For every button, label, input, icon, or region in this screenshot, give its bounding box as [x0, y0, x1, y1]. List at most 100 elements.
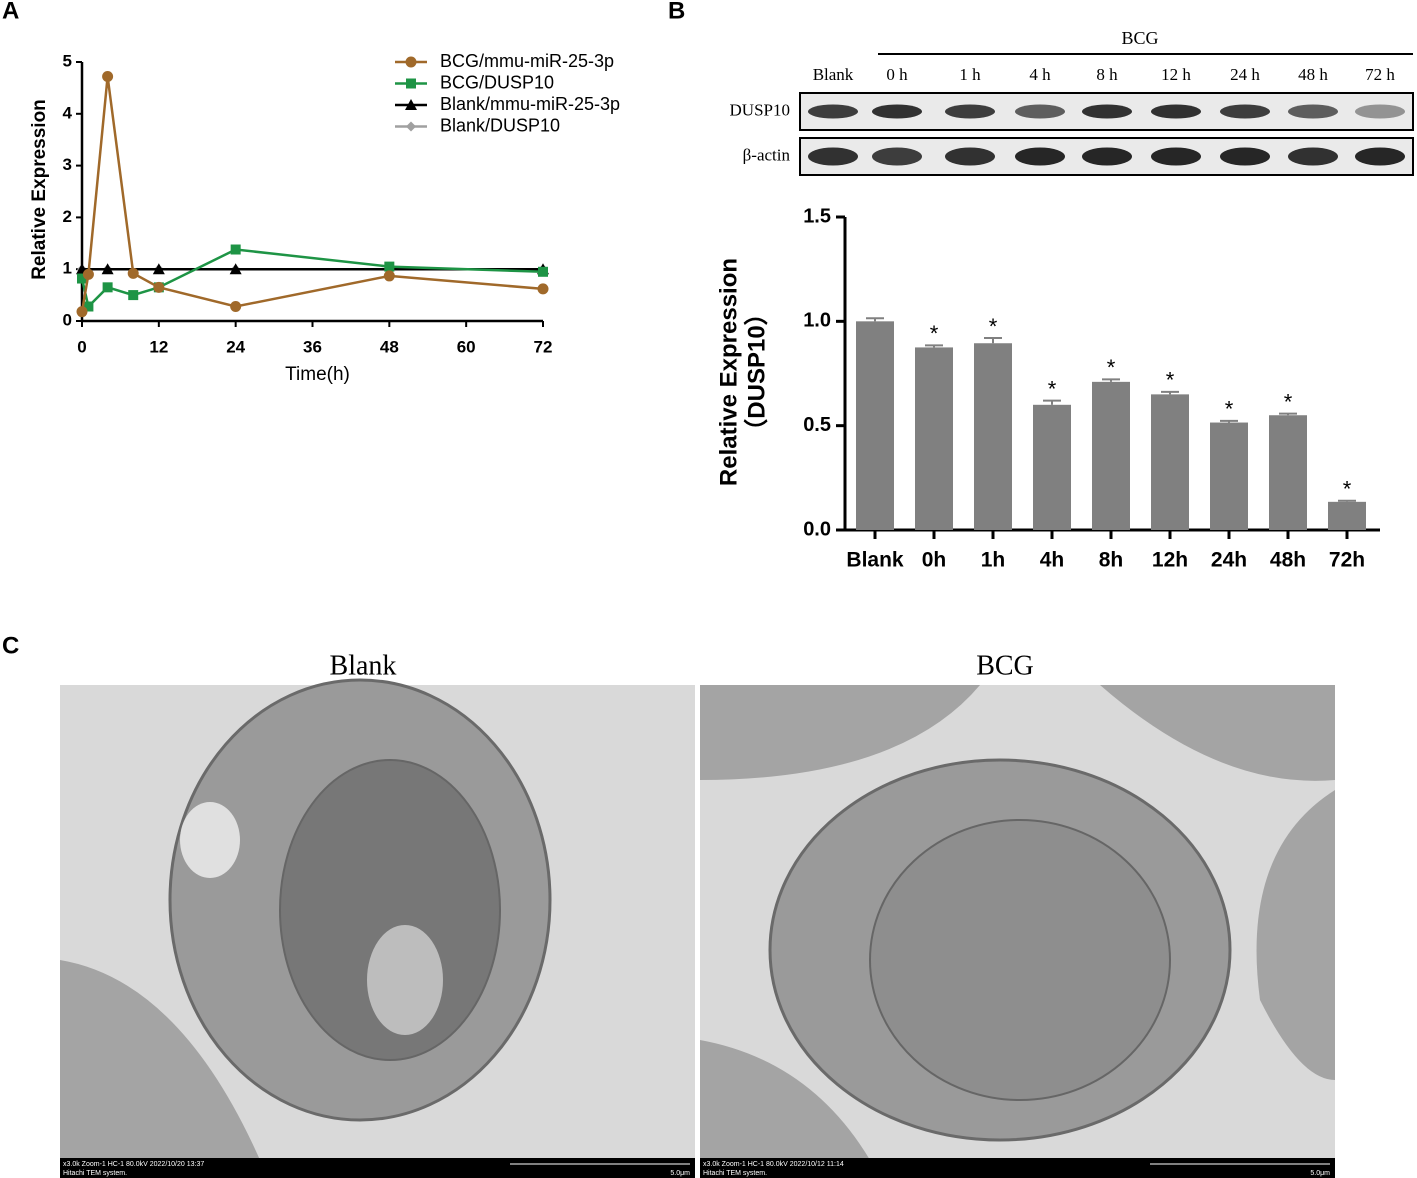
- y-axis-title: Relative Expression: [715, 258, 742, 486]
- significance-label: *: [1225, 397, 1234, 422]
- panel-label: B: [668, 0, 685, 24]
- image-title: Blank: [330, 650, 397, 681]
- data-point: [102, 71, 114, 83]
- data-point: [128, 290, 139, 301]
- lane-label: 24 h: [1230, 65, 1260, 84]
- x-tick-label: 36: [303, 337, 322, 356]
- blot-band: [1288, 104, 1338, 119]
- y-tick-label: 1.0: [803, 310, 831, 332]
- y-axis-title: （DUSP10）: [743, 301, 770, 442]
- legend-marker: [405, 99, 417, 110]
- x-tick-label: Blank: [846, 549, 904, 572]
- x-tick-label: 4h: [1040, 549, 1065, 572]
- data-point: [83, 301, 94, 312]
- series-line: [80, 76, 544, 312]
- x-tick-label: 24h: [1211, 549, 1247, 572]
- vacuole: [180, 802, 240, 878]
- data-point: [538, 266, 548, 277]
- blot-band: [808, 147, 858, 166]
- x-tick-label: 48: [380, 337, 399, 356]
- y-tick-label: 5: [63, 51, 72, 70]
- neighbor-cell: [1100, 685, 1335, 781]
- vacuole: [367, 925, 443, 1035]
- data-point: [383, 270, 395, 282]
- data-point: [77, 273, 87, 284]
- x-axis-title: Time(h): [285, 364, 350, 385]
- group-label: BCG: [1121, 28, 1158, 48]
- y-tick-label: 0.0: [803, 518, 831, 540]
- series-line: [80, 248, 544, 309]
- x-tick-label: 48h: [1270, 549, 1306, 572]
- legend-marker: [405, 56, 417, 68]
- bar: [915, 347, 953, 530]
- blot-band: [945, 104, 995, 119]
- caption-bar: [60, 1158, 695, 1178]
- blot-band: [1151, 147, 1201, 166]
- data-point: [229, 263, 242, 275]
- data-point: [384, 261, 395, 272]
- panel-label: A: [2, 0, 19, 24]
- blot-band: [808, 104, 858, 119]
- row-label: DUSP10: [730, 100, 790, 119]
- lane-label: Blank: [813, 65, 854, 84]
- caption-scale: 5.0μm: [1310, 1170, 1330, 1177]
- legend-label: Blank/mmu-miR-25-3p: [440, 94, 620, 114]
- blot-band: [1288, 147, 1338, 166]
- y-tick-label: 1.5: [803, 205, 831, 227]
- lane-label: 8 h: [1096, 65, 1118, 84]
- bar: [1328, 501, 1366, 530]
- data-point: [537, 283, 549, 295]
- significance-label: *: [1343, 477, 1352, 502]
- row-label: β-actin: [743, 145, 791, 164]
- legend-label: BCG/DUSP10: [440, 72, 554, 92]
- data-point: [82, 268, 94, 280]
- caption-system: Hitachi TEM system.: [703, 1170, 767, 1177]
- significance-label: *: [1107, 355, 1116, 380]
- panel-label: C: [2, 632, 19, 659]
- x-tick-label: 12: [149, 337, 168, 356]
- bar: [1269, 415, 1307, 530]
- significance-label: *: [989, 314, 998, 339]
- caption-bar: [700, 1158, 1335, 1178]
- significance-label: *: [1166, 368, 1175, 393]
- blot-band: [1082, 147, 1132, 166]
- blot-band: [872, 147, 922, 166]
- x-tick-label: 8h: [1099, 549, 1124, 572]
- data-point: [152, 263, 165, 275]
- blot-band: [1151, 104, 1201, 119]
- significance-label: *: [1284, 389, 1293, 414]
- bar: [974, 343, 1012, 530]
- data-point: [76, 306, 88, 318]
- blot-band: [1355, 104, 1405, 119]
- x-tick-label: 1h: [981, 549, 1006, 572]
- x-tick-label: 12h: [1152, 549, 1188, 572]
- blot-band: [872, 104, 922, 119]
- bar: [1092, 381, 1130, 530]
- nucleus: [279, 759, 501, 1061]
- caption-system: Hitachi TEM system.: [63, 1170, 127, 1177]
- blot-band: [1015, 147, 1065, 166]
- y-tick-label: 0.5: [803, 414, 831, 436]
- blot-band: [1015, 104, 1065, 119]
- bar: [1210, 422, 1248, 530]
- y-tick-label: 3: [63, 155, 72, 174]
- bar: [1151, 394, 1189, 530]
- lane-label: 1 h: [959, 65, 981, 84]
- x-tick-label: 72: [534, 337, 553, 356]
- x-tick-label: 24: [226, 337, 245, 356]
- y-tick-label: 1: [63, 259, 72, 278]
- blot-band: [1082, 104, 1132, 119]
- data-point: [153, 281, 165, 293]
- caption-scale: 5.0μm: [670, 1170, 690, 1177]
- blot-band: [1220, 147, 1270, 166]
- caption-info: x3.0k Zoom-1 HC-1 80.0kV 2022/10/12 11:1…: [703, 1161, 844, 1168]
- significance-label: *: [1048, 376, 1057, 401]
- nucleus: [869, 819, 1171, 1101]
- y-axis-title: Relative Expression: [29, 99, 50, 280]
- blot-band: [945, 147, 995, 166]
- bar: [1033, 404, 1071, 530]
- lane-label: 72 h: [1365, 65, 1395, 84]
- bar: [856, 321, 894, 530]
- legend-marker: [406, 121, 416, 132]
